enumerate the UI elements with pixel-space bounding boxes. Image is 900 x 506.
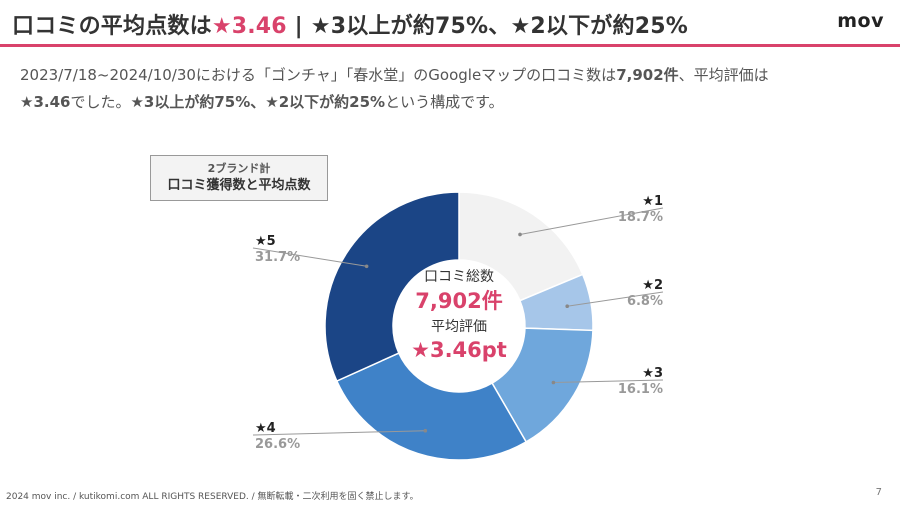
slice-category-label-3: ★3	[642, 366, 663, 381]
slice-category-label-5: ★5	[255, 234, 276, 249]
leader-dot-4	[423, 428, 428, 433]
title-accent: ★3.46	[211, 14, 287, 39]
center-value-average: ★3.46pt	[411, 338, 507, 362]
slice-category-label-2: ★2	[642, 278, 663, 293]
title-part2: | ★3以上が約75%、★2以下が約25%	[286, 14, 688, 39]
slice-value-label-2: 6.8%	[627, 294, 663, 309]
caption-line2: 口コミ獲得数と平均点数	[167, 178, 311, 193]
donut-slice-3	[491, 327, 594, 443]
center-value-total: 7,902件	[415, 289, 502, 313]
brand-logo: mov	[837, 10, 884, 32]
slice-labels: ★118.7% ★26.8% ★316.1% ★426.6% ★531.7%	[255, 194, 663, 452]
footer-copyright: 2024 mov inc. / kutikomi.com ALL RIGHTS …	[6, 492, 419, 502]
desc-line1-pre: 2023/7/18~2024/10/30における「ゴンチャ」「春水堂」のGoog…	[20, 66, 617, 84]
center-label-average: 平均評価	[431, 319, 487, 335]
slice-category-label-1: ★1	[642, 194, 663, 209]
description: 2023/7/18~2024/10/30における「ゴンチャ」「春水堂」のGoog…	[20, 62, 880, 116]
leader-line-4	[252, 430, 426, 436]
slice-value-label-1: 18.7%	[618, 210, 663, 225]
slice-value-label-5: 31.7%	[255, 250, 300, 265]
leader-line-2	[567, 291, 664, 307]
desc-line2-bold2: ★3以上が約75%、★2以下が約25%	[130, 93, 386, 111]
donut-slices	[324, 191, 594, 461]
leader-dot-1	[518, 232, 522, 237]
leader-lines	[252, 207, 664, 436]
desc-line1-post: 、平均評価は	[678, 66, 769, 84]
header-divider	[0, 44, 900, 47]
leader-line-5	[252, 247, 367, 267]
caption-line1: 2ブランド計	[207, 162, 271, 175]
leader-line-1	[519, 207, 664, 235]
desc-line2-post: という構成です。	[385, 93, 504, 111]
desc-line1-bold: 7,902件	[616, 66, 679, 84]
center-label-total: 口コミ総数	[424, 269, 494, 285]
leader-dot-2	[565, 304, 570, 309]
slice-value-label-4: 26.6%	[255, 437, 300, 452]
slice-value-label-3: 16.1%	[618, 382, 663, 397]
title-part1: 口コミの平均点数は	[12, 14, 212, 39]
page-title: 口コミの平均点数は★3.46 | ★3以上が約75%、★2以下が約25%	[12, 8, 688, 40]
donut-slice-5	[324, 191, 460, 382]
leader-dot-3	[551, 380, 556, 385]
donut-slice-1	[458, 191, 584, 302]
chart-caption-box: 2ブランド計 口コミ獲得数と平均点数	[150, 155, 328, 201]
desc-line2-bold1: ★3.46	[20, 93, 71, 111]
page-number: 7	[875, 487, 882, 498]
leader-dot-5	[364, 264, 369, 269]
leader-line-3	[553, 379, 664, 383]
donut-slice-4	[335, 352, 528, 461]
desc-line2-mid: でした。	[70, 93, 131, 111]
slice-category-label-4: ★4	[255, 421, 276, 436]
